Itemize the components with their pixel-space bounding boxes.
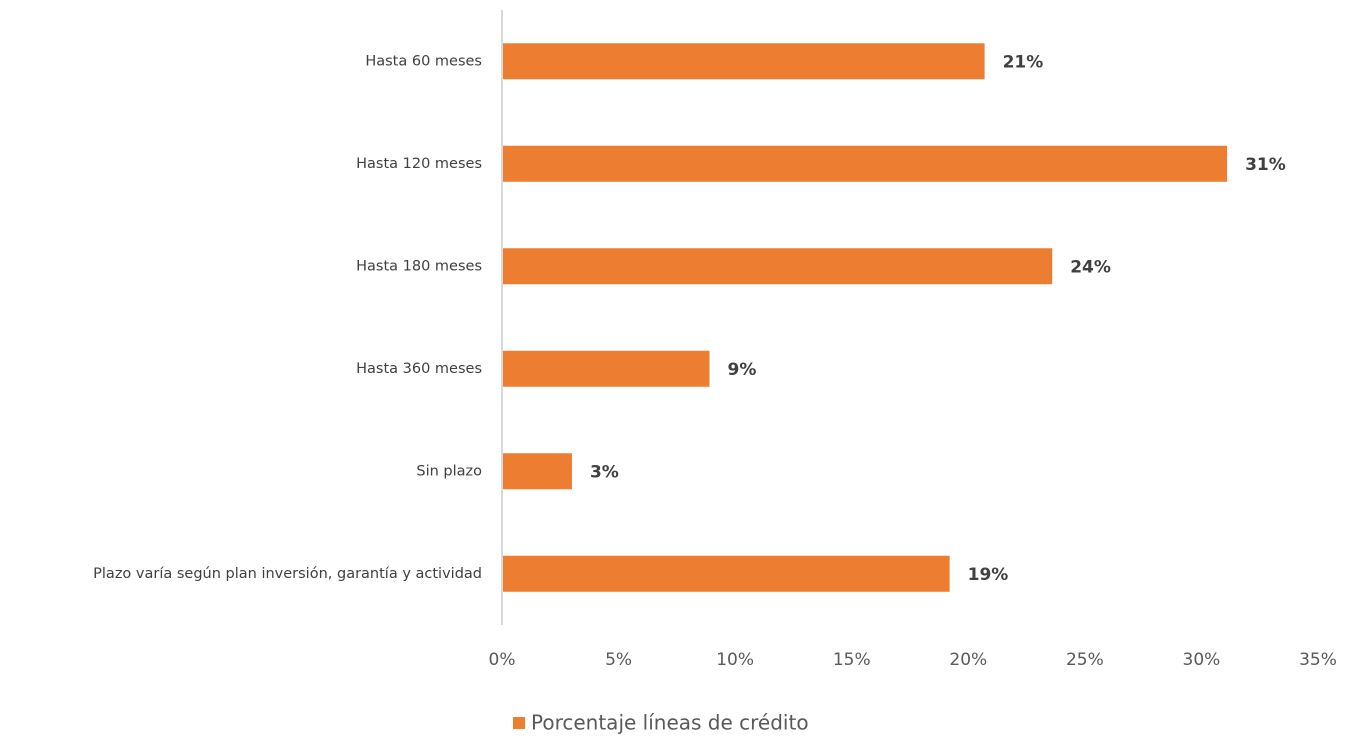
y-tick-label: Hasta 360 meses: [356, 361, 482, 377]
y-tick-label: Sin plazo: [416, 463, 482, 479]
y-tick-label: Hasta 120 meses: [356, 156, 482, 172]
x-tick-label: 35%: [1299, 650, 1337, 670]
bar: [502, 43, 985, 80]
x-tick-label: 30%: [1183, 650, 1221, 670]
y-tick-label: Plazo varía según plan inversión, garant…: [93, 566, 482, 582]
data-label: 31%: [1245, 155, 1286, 175]
bar: [502, 248, 1053, 285]
data-label: 19%: [968, 565, 1009, 585]
bar: [502, 145, 1228, 182]
data-label: 24%: [1070, 257, 1111, 277]
bar: [502, 453, 572, 490]
bar: [502, 350, 710, 387]
x-tick-label: 5%: [605, 650, 632, 670]
data-label: 21%: [1003, 52, 1044, 72]
bar: [502, 555, 950, 592]
y-tick-label: Hasta 180 meses: [356, 258, 482, 274]
x-tick-label: 20%: [949, 650, 987, 670]
x-tick-label: 25%: [1066, 650, 1104, 670]
data-label: 3%: [590, 462, 619, 482]
data-label: 9%: [727, 360, 756, 380]
y-tick-label: Hasta 60 meses: [365, 53, 482, 69]
x-tick-label: 0%: [489, 650, 516, 670]
x-tick-label: 10%: [716, 650, 754, 670]
x-tick-label: 15%: [833, 650, 871, 670]
legend-swatch: [513, 717, 525, 729]
legend-label: Porcentaje líneas de crédito: [531, 711, 809, 735]
